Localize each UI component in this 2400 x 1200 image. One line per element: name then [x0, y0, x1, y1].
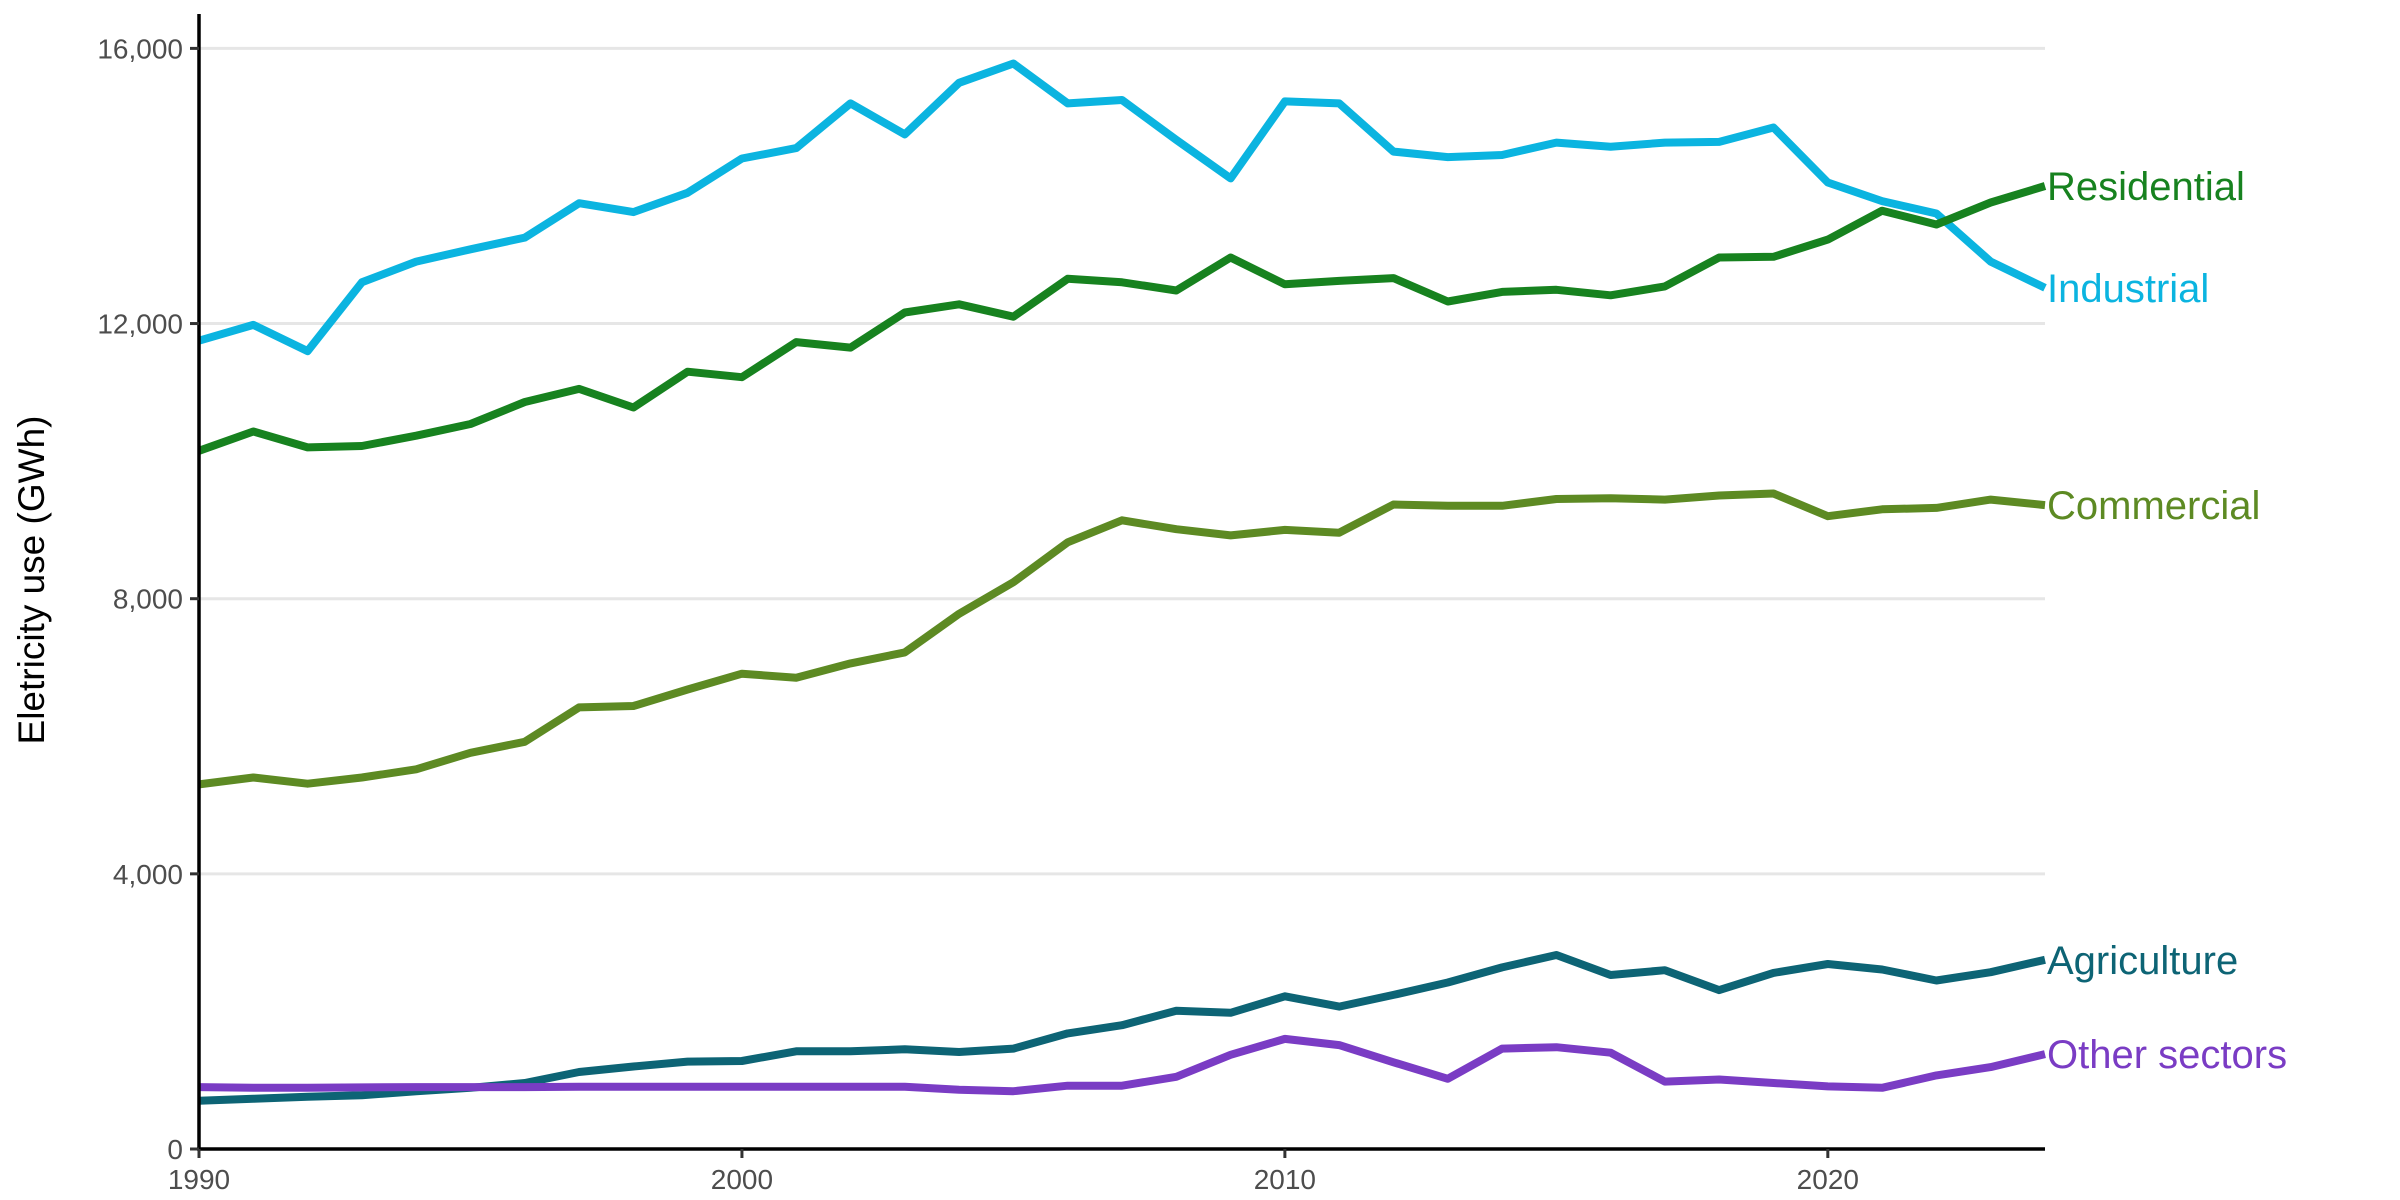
series-label-industrial: Industrial [2047, 267, 2209, 311]
x-tick-label: 2020 [1797, 1164, 1859, 1195]
series-label-commercial: Commercial [2047, 484, 2260, 528]
axes [197, 14, 2045, 1151]
y-tick-label: 12,000 [97, 309, 183, 340]
series-label-residential: Residential [2047, 165, 2245, 209]
series-label-other-sectors: Other sectors [2047, 1033, 2287, 1077]
y-tick-label: 8,000 [113, 584, 183, 615]
y-tick-label: 0 [167, 1134, 183, 1165]
series-label-agriculture: Agriculture [2047, 939, 2238, 983]
x-tick-label: 2010 [1254, 1164, 1316, 1195]
ticks: 0 4,000 8,000 12,000 16,000 1990 2000 2010 2020 [97, 33, 1859, 1195]
series-line-commercial [198, 489, 2046, 789]
series-labels: Industrial Residential Commercial Agricultu… [2047, 165, 2287, 1077]
x-tick-label: 2000 [711, 1164, 773, 1195]
series-line-industrial [197, 59, 2047, 356]
y-tick-label: 16,000 [97, 33, 183, 64]
gridlines [199, 46, 2045, 876]
x-tick-label: 1990 [168, 1164, 230, 1195]
y-tick-label: 4,000 [113, 859, 183, 890]
y-axis-title: Eletricity use (GWh) [11, 416, 52, 745]
series-line-residential [197, 182, 2047, 455]
series-lines [197, 59, 2047, 1105]
series-line-other-sectors [198, 1034, 2046, 1096]
